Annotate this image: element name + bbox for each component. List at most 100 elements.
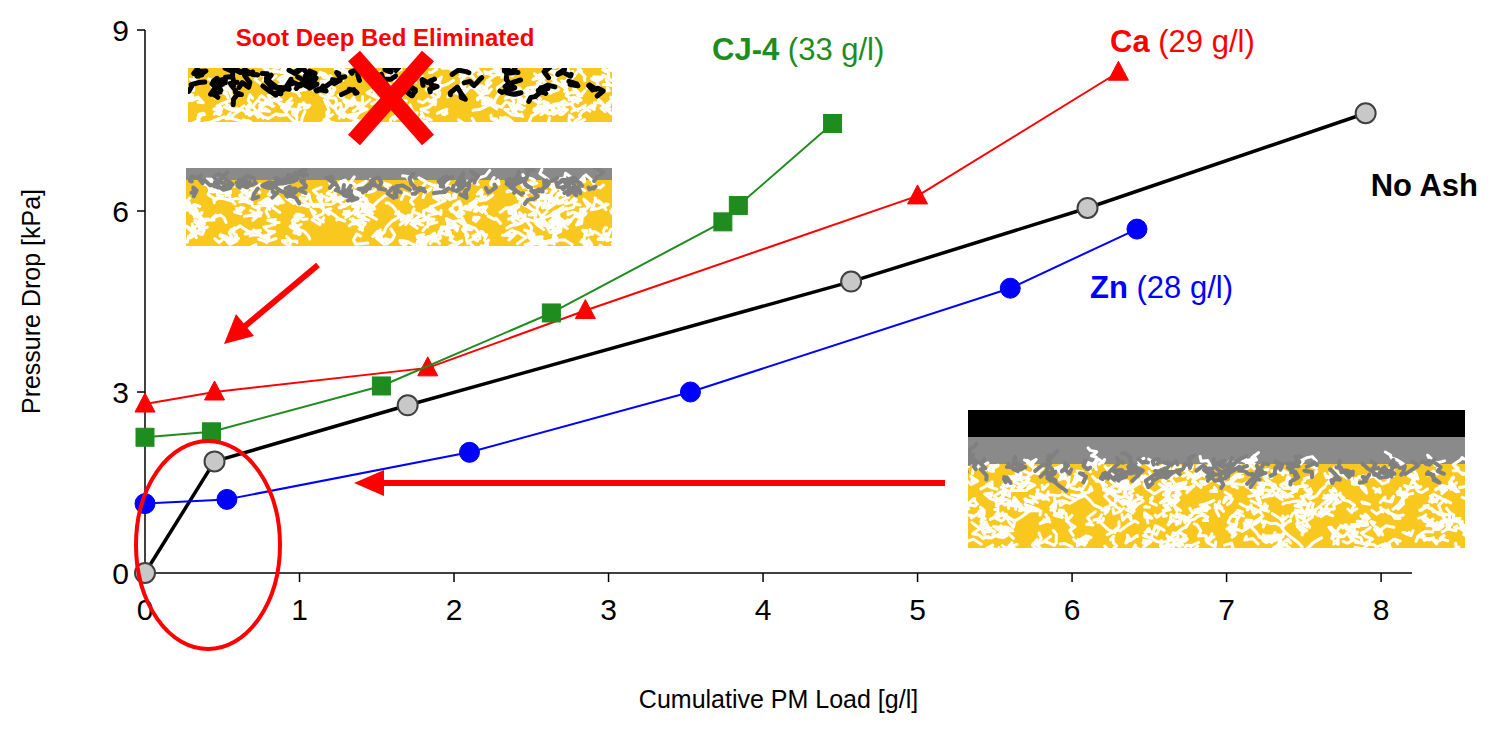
pore — [429, 68, 437, 73]
pore — [1194, 512, 1208, 520]
pore — [298, 71, 315, 81]
pore — [1339, 494, 1355, 505]
pore — [452, 70, 469, 74]
pore — [507, 93, 521, 95]
pore — [1115, 487, 1134, 500]
pore — [558, 68, 571, 76]
pore — [1138, 459, 1148, 463]
pore — [259, 101, 266, 111]
pore — [1066, 515, 1075, 535]
pore — [1362, 464, 1392, 478]
marker — [1108, 61, 1128, 80]
pore — [1040, 472, 1055, 480]
pore — [275, 178, 289, 182]
pore — [981, 522, 989, 529]
pore — [480, 89, 491, 103]
pore — [1211, 487, 1217, 491]
pore — [188, 120, 199, 122]
pore — [1320, 512, 1333, 515]
pore — [1116, 521, 1138, 531]
pore — [1150, 497, 1156, 505]
pore — [371, 177, 386, 190]
x-tick — [608, 573, 610, 582]
pore — [1395, 539, 1401, 544]
pore — [1449, 477, 1454, 487]
pore — [995, 501, 1004, 510]
pore — [413, 188, 426, 194]
pore — [226, 77, 238, 88]
pore — [1175, 507, 1181, 512]
pore — [258, 224, 275, 236]
series-name: Zn — [1090, 270, 1128, 305]
deposit-layer — [968, 410, 1465, 437]
pore — [1283, 497, 1304, 505]
pore — [611, 209, 612, 215]
y-tick-label: 0 — [112, 557, 129, 590]
pore — [511, 95, 522, 116]
pore — [440, 228, 450, 235]
pore — [297, 214, 303, 215]
pore — [1400, 492, 1404, 495]
pore — [1197, 465, 1213, 470]
pore — [430, 81, 438, 92]
pore — [968, 504, 972, 516]
pore — [589, 85, 604, 96]
pore — [502, 68, 510, 71]
x-tick-label: 5 — [909, 593, 926, 626]
series-line — [145, 124, 833, 438]
pore — [1320, 512, 1327, 517]
pore — [1236, 510, 1244, 516]
pore — [450, 208, 464, 217]
pore — [1083, 461, 1090, 470]
series-label: Zn (28 g/l) — [1090, 270, 1233, 305]
pore — [241, 176, 254, 188]
pore — [1025, 499, 1038, 504]
series-note: (29 g/l) — [1150, 24, 1255, 59]
x-tick — [1380, 573, 1382, 582]
pore — [996, 492, 1008, 502]
pore — [593, 168, 604, 181]
pore — [969, 444, 980, 463]
pore — [421, 235, 434, 240]
pore — [987, 545, 997, 548]
pore — [471, 172, 478, 183]
pore — [373, 230, 381, 237]
pore — [190, 175, 201, 182]
pore — [1261, 463, 1268, 467]
pore — [307, 83, 317, 88]
plot-area — [135, 61, 1376, 583]
pore — [434, 188, 449, 193]
pore — [488, 216, 500, 223]
pore — [1167, 536, 1180, 548]
pore — [1002, 543, 1017, 548]
chart: Soot Deep Bed Eliminated0369012345678Cum… — [0, 0, 1489, 739]
pore — [541, 118, 550, 122]
x-axis-title: Cumulative PM Load [g/l] — [639, 685, 918, 713]
pore — [1004, 477, 1011, 483]
y-tick — [137, 210, 145, 212]
pore — [450, 87, 465, 99]
marker — [205, 381, 225, 400]
pore — [1143, 540, 1151, 547]
pore — [191, 188, 196, 197]
highlight-ellipse — [136, 441, 280, 649]
pore — [1418, 532, 1433, 541]
cross-mark — [354, 56, 428, 140]
pore — [543, 193, 552, 205]
arrow — [244, 265, 318, 327]
pore — [352, 201, 375, 211]
pore — [395, 188, 397, 197]
series-name: Ca — [1110, 24, 1150, 59]
pore — [1429, 497, 1438, 502]
series-name: No Ash — [1371, 168, 1478, 203]
pore — [354, 234, 368, 244]
pore — [986, 527, 995, 535]
pore — [243, 245, 256, 246]
pore — [1102, 505, 1113, 514]
marker — [824, 115, 842, 133]
pore — [1153, 459, 1159, 465]
pore — [1048, 451, 1058, 464]
pore — [1360, 475, 1370, 483]
pore — [1231, 516, 1239, 536]
series-line — [145, 113, 1366, 573]
